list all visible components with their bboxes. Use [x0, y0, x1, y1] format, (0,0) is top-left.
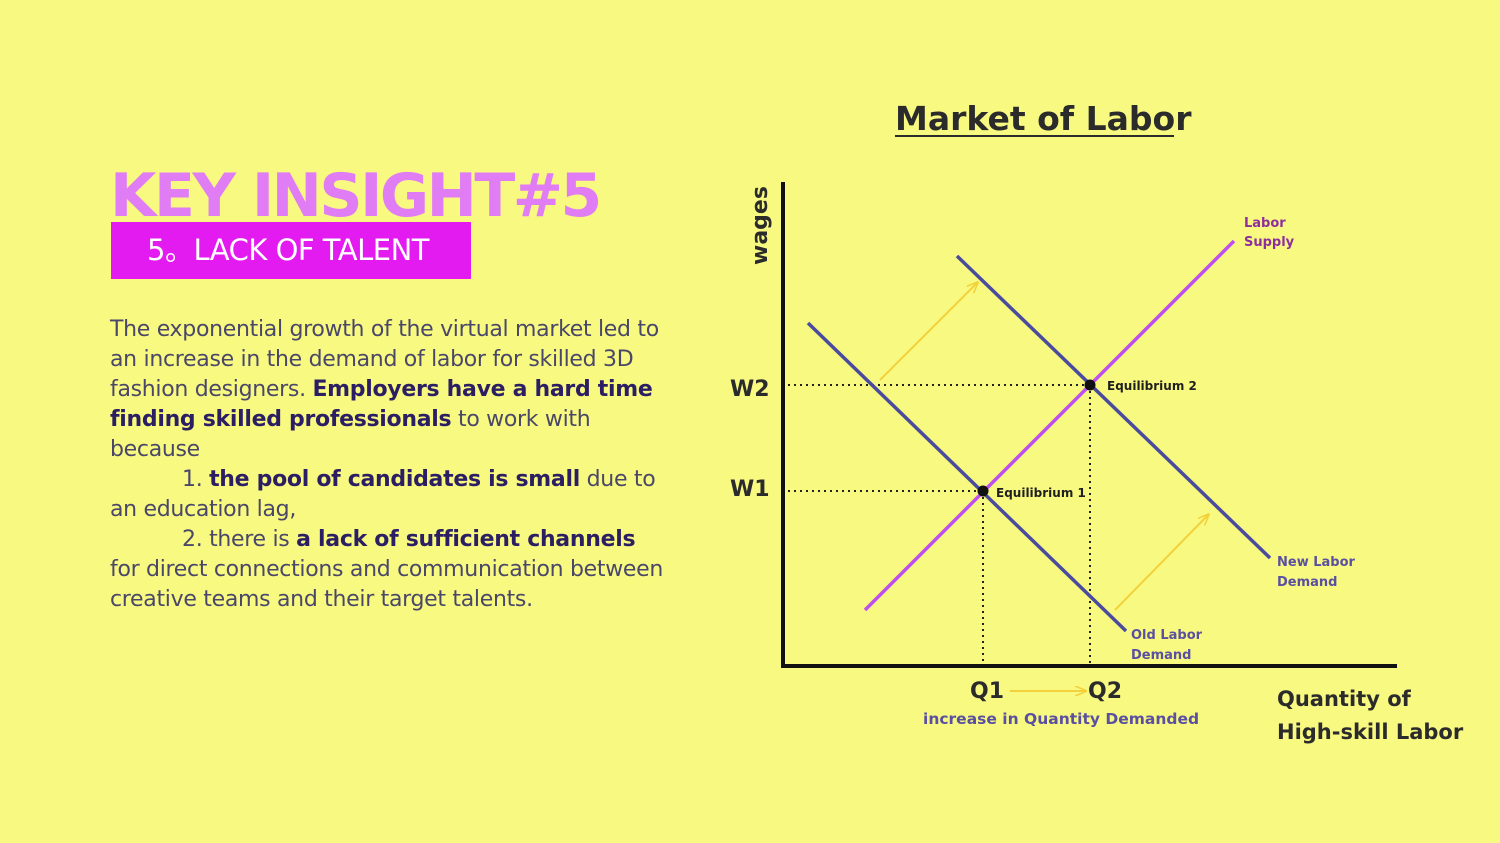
equilibrium-1-label: Equilibrium 1 [996, 486, 1086, 500]
body-intro-bold: Employers have a hard time finding skill… [110, 377, 653, 432]
supply-label-line1: Labor [1244, 216, 1286, 231]
new-demand-label-line1: New Labor [1277, 555, 1356, 570]
x-axis-label-line2: High-skill Labor [1277, 720, 1464, 744]
old-demand-curve [806, 321, 1128, 633]
item-2-bold: a lack of sufficient channels [296, 527, 636, 552]
item-2-end: for direct connections and communication… [110, 557, 664, 612]
quantity-increase-note: increase in Quantity Demanded [923, 710, 1199, 728]
new-demand-label-line2: Demand [1277, 575, 1338, 590]
y-axis-label: wages [748, 186, 773, 265]
q2-label: Q2 [1088, 679, 1122, 704]
item-2-number: 2. there is [182, 527, 297, 552]
x-axis-label-line1: Quantity of [1277, 687, 1412, 711]
old-demand-label-line1: Old Labor [1131, 628, 1203, 643]
labor-market-diagram: Market of Labor wages Equilibrium 1 Equi… [730, 99, 1464, 744]
supply-label-line2: Supply [1244, 235, 1295, 250]
new-demand-curve [955, 254, 1272, 560]
demand-shift-arrow-lower [1114, 515, 1208, 611]
slide-title: KEY INSIGHT#5 [110, 161, 602, 231]
item-1-end: due to an education lag, [110, 467, 656, 522]
equilibrium-1-point [977, 485, 989, 497]
item-1-bold: the pool of candidates is small [209, 467, 580, 492]
labor-supply-curve [863, 239, 1236, 612]
equilibrium-2-point [1084, 379, 1096, 391]
equilibrium-2-label: Equilibrium 2 [1107, 379, 1197, 393]
subtitle-text: 5。LACK OF TALENT [147, 233, 430, 267]
item-1-number: 1. [182, 467, 210, 492]
body-paragraph: The exponential growth of the virtual ma… [110, 315, 670, 615]
q1-label: Q1 [970, 679, 1004, 704]
body-intro: The exponential growth of the virtual ma… [110, 317, 659, 402]
old-demand-label-line2: Demand [1131, 648, 1192, 663]
w2-label: W2 [730, 377, 770, 402]
subtitle-banner: 5。LACK OF TALENT [111, 222, 471, 279]
w1-label: W1 [730, 477, 770, 502]
demand-shift-arrow-upper [879, 283, 977, 381]
body-intro-end: to work with because [110, 407, 591, 462]
diagram-title: Market of Labor [895, 99, 1192, 138]
